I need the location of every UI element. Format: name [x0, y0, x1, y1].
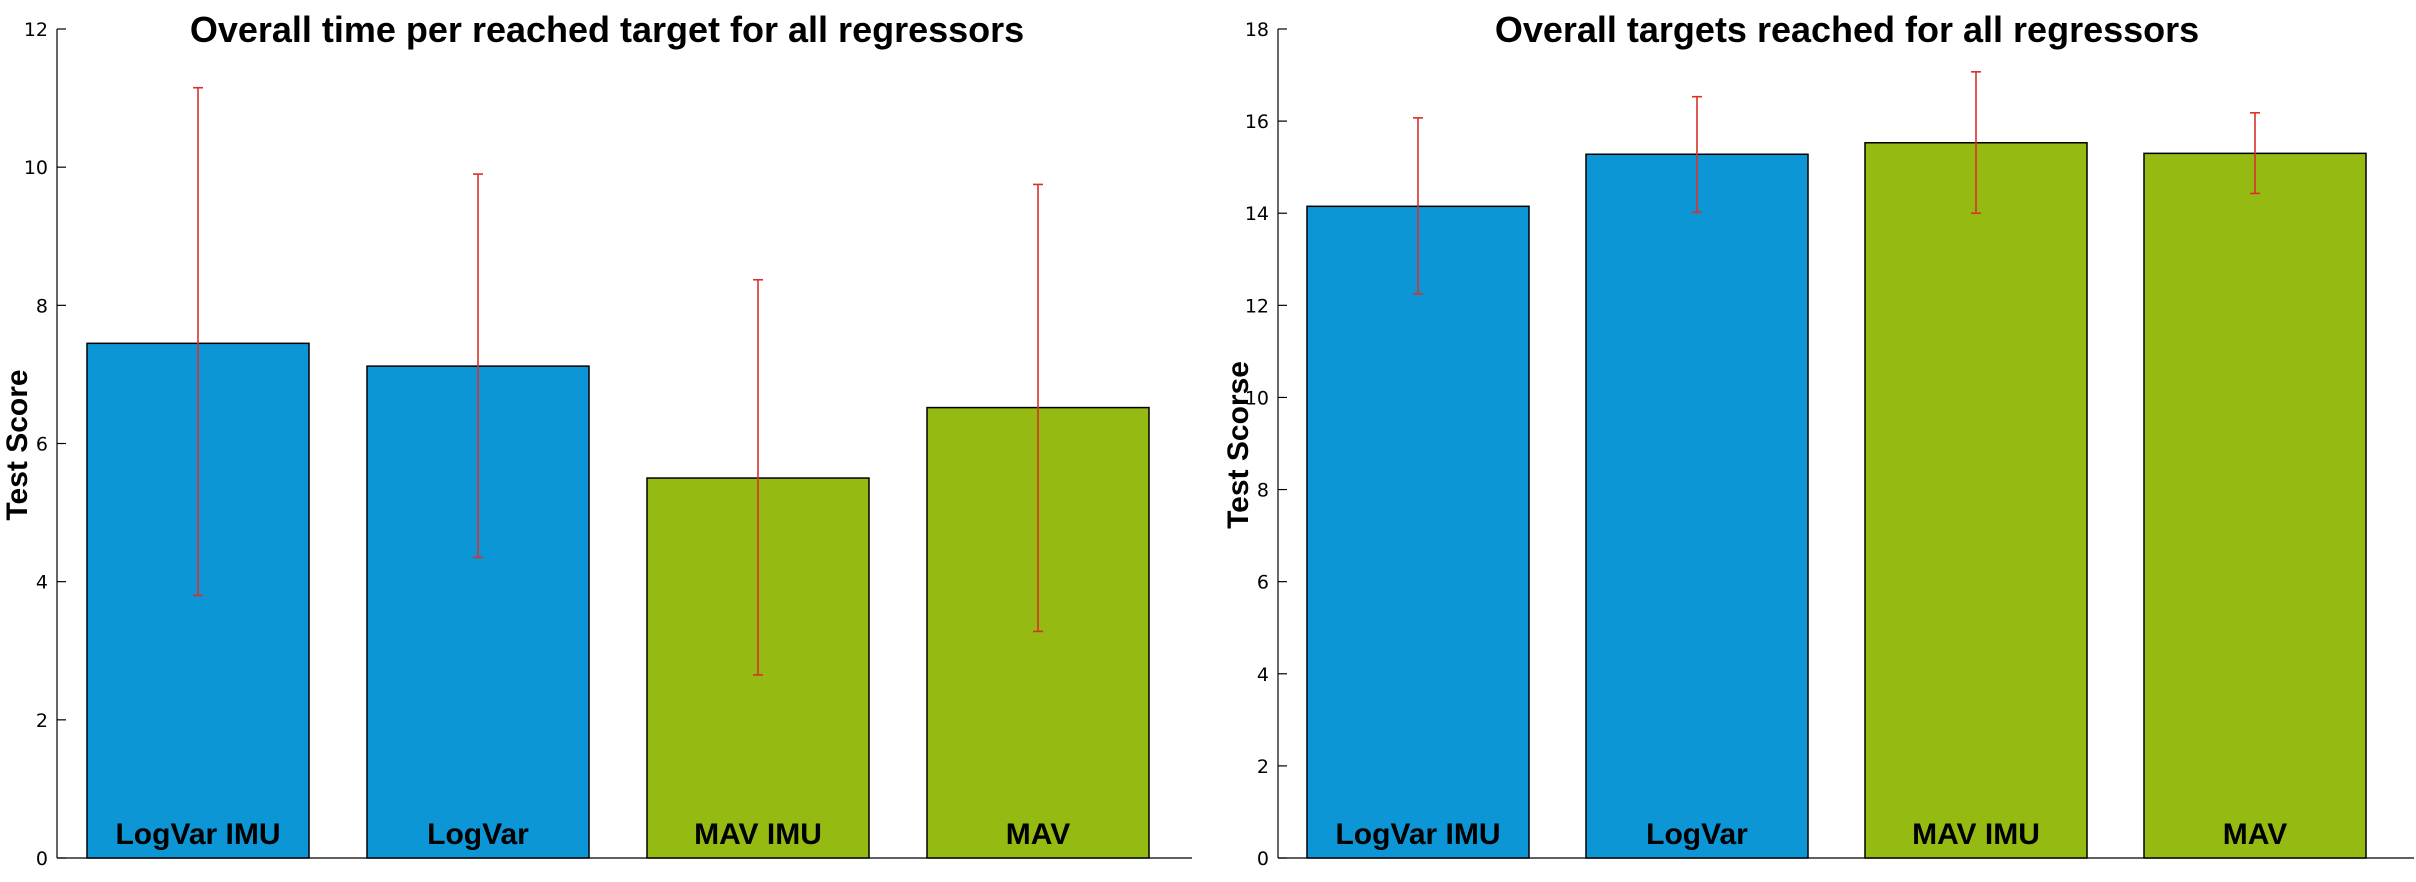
y-tick-label: 12 — [24, 19, 48, 41]
y-tick-label: 2 — [1257, 756, 1269, 778]
bar-labels: LogVar IMU LogVar MAV IMU MAV — [1335, 818, 2287, 851]
bar-label: MAV IMU — [1912, 818, 2040, 851]
y-tick-label: 0 — [36, 848, 48, 870]
y-tick-label: 8 — [1257, 480, 1269, 502]
y-tick-label: 8 — [36, 295, 48, 317]
y-ticks: 0 2 4 6 8 10 12 — [24, 19, 66, 870]
bar-label: LogVar IMU — [1335, 818, 1500, 851]
y-tick-label: 4 — [36, 572, 48, 594]
bar-label: MAV — [2223, 818, 2287, 851]
y-tick-label: 14 — [1245, 203, 1269, 225]
y-ticks: 0 2 4 6 8 10 12 14 16 18 — [1245, 19, 1287, 870]
chart-targets-reached: Overall targets reached for all regresso… — [1222, 9, 2414, 870]
y-tick-label: 18 — [1245, 19, 1269, 41]
bar-mav-imu — [1864, 142, 2088, 859]
chart-title: Overall targets reached for all regresso… — [1495, 9, 2199, 50]
y-tick-label: 10 — [24, 157, 48, 179]
error-bars — [193, 86, 1043, 676]
y-tick-label: 6 — [1257, 572, 1269, 594]
y-tick-label: 4 — [1257, 664, 1269, 686]
bar-logvar-imu — [1306, 205, 1530, 859]
y-tick-label: 2 — [36, 710, 48, 732]
y-tick-label: 16 — [1245, 111, 1269, 133]
y-tick-label: 10 — [1245, 387, 1269, 409]
chart-time-per-target: Overall time per reached target for all … — [1, 9, 1192, 870]
bar-label: MAV — [1006, 818, 1070, 851]
bar-labels: LogVar IMU LogVar MAV IMU MAV — [115, 818, 1070, 851]
bar-label: LogVar — [427, 818, 529, 851]
y-axis-label: Test Score — [1, 369, 34, 520]
bar-label: MAV IMU — [694, 818, 822, 851]
bar-label: LogVar — [1646, 818, 1748, 851]
y-tick-label: 12 — [1245, 295, 1269, 317]
bar-logvar — [1585, 153, 1809, 859]
bar-mav — [2143, 152, 2367, 859]
bars — [1306, 142, 2367, 859]
y-tick-label: 6 — [36, 434, 48, 456]
y-axis-label: Test Scorse — [1222, 361, 1255, 529]
bars — [86, 342, 1150, 859]
chart-title: Overall time per reached target for all … — [190, 9, 1024, 50]
error-bars — [1413, 71, 2260, 295]
bar-label: LogVar IMU — [115, 818, 280, 851]
y-tick-label: 0 — [1257, 848, 1269, 870]
